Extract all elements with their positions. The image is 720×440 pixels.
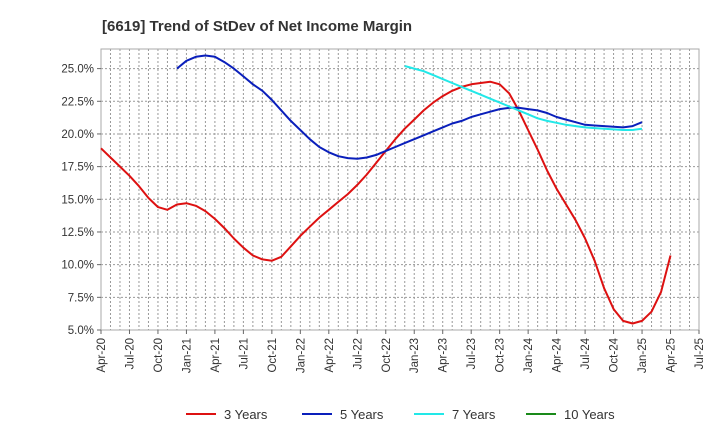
series-line-5-years bbox=[176, 54, 643, 160]
x-tick-label: Jan-21 bbox=[181, 338, 193, 373]
x-tick-label: Apr-21 bbox=[210, 338, 222, 373]
x-tick-label: Jan-22 bbox=[295, 338, 307, 373]
x-tick-label: Apr-23 bbox=[438, 338, 450, 373]
y-tick-label: 22.5% bbox=[61, 96, 94, 108]
x-tick-label: Jul-25 bbox=[694, 338, 706, 369]
x-tick-label: Apr-22 bbox=[324, 338, 336, 373]
y-tick-label: 5.0% bbox=[68, 325, 94, 337]
x-tick-label: Oct-21 bbox=[267, 338, 279, 373]
x-tick-label: Apr-25 bbox=[666, 338, 678, 373]
y-tick-label: 10.0% bbox=[61, 260, 94, 272]
x-tick-label: Oct-23 bbox=[495, 338, 507, 373]
x-tick-label: Jul-20 bbox=[124, 338, 136, 369]
legend-label-10-years: 10 Years bbox=[564, 407, 615, 422]
legend-label-5-years: 5 Years bbox=[340, 407, 384, 422]
x-tick-label: Jul-23 bbox=[466, 338, 478, 369]
y-tick-label: 17.5% bbox=[61, 162, 94, 174]
legend: 3 Years 5 Years 7 Years 10 Years bbox=[186, 407, 615, 422]
y-axis-ticks: 5.0% 7.5% 10.0% 12.5% 15.0% 17.5% 20.0% 22.5% 25… bbox=[61, 64, 101, 337]
legend-label-3-years: 3 Years bbox=[224, 407, 268, 422]
y-tick-label: 25.0% bbox=[61, 64, 94, 76]
series-line-7-years bbox=[404, 65, 643, 131]
x-tick-label: Oct-20 bbox=[153, 338, 165, 373]
y-tick-label: 15.0% bbox=[61, 194, 94, 206]
x-tick-label: Apr-20 bbox=[96, 338, 108, 373]
plot-frame bbox=[100, 48, 700, 331]
x-tick-label: Jul-21 bbox=[238, 338, 250, 369]
x-tick-label: Jul-22 bbox=[352, 338, 364, 369]
y-tick-label: 20.0% bbox=[61, 129, 94, 141]
x-tick-label: Oct-22 bbox=[381, 338, 393, 373]
x-tick-label: Jan-24 bbox=[523, 337, 535, 373]
x-tick-label: Jan-25 bbox=[637, 338, 649, 373]
x-tick-label: Apr-24 bbox=[552, 337, 564, 372]
series-lines bbox=[100, 54, 672, 325]
x-tick-label: Jul-24 bbox=[580, 337, 592, 369]
x-tick-label: Jan-23 bbox=[409, 338, 421, 373]
y-tick-label: 12.5% bbox=[61, 227, 94, 239]
x-tick-label: Oct-24 bbox=[609, 337, 621, 372]
legend-label-7-years: 7 Years bbox=[452, 407, 496, 422]
chart-title: [6619] Trend of StDev of Net Income Marg… bbox=[102, 18, 412, 35]
y-tick-label: 7.5% bbox=[68, 292, 94, 304]
x-axis-ticks: Apr-20 Jul-20 Oct-20 Jan-21 Apr-21 Jul-21 Oct-… bbox=[96, 330, 706, 373]
grid bbox=[100, 49, 700, 331]
